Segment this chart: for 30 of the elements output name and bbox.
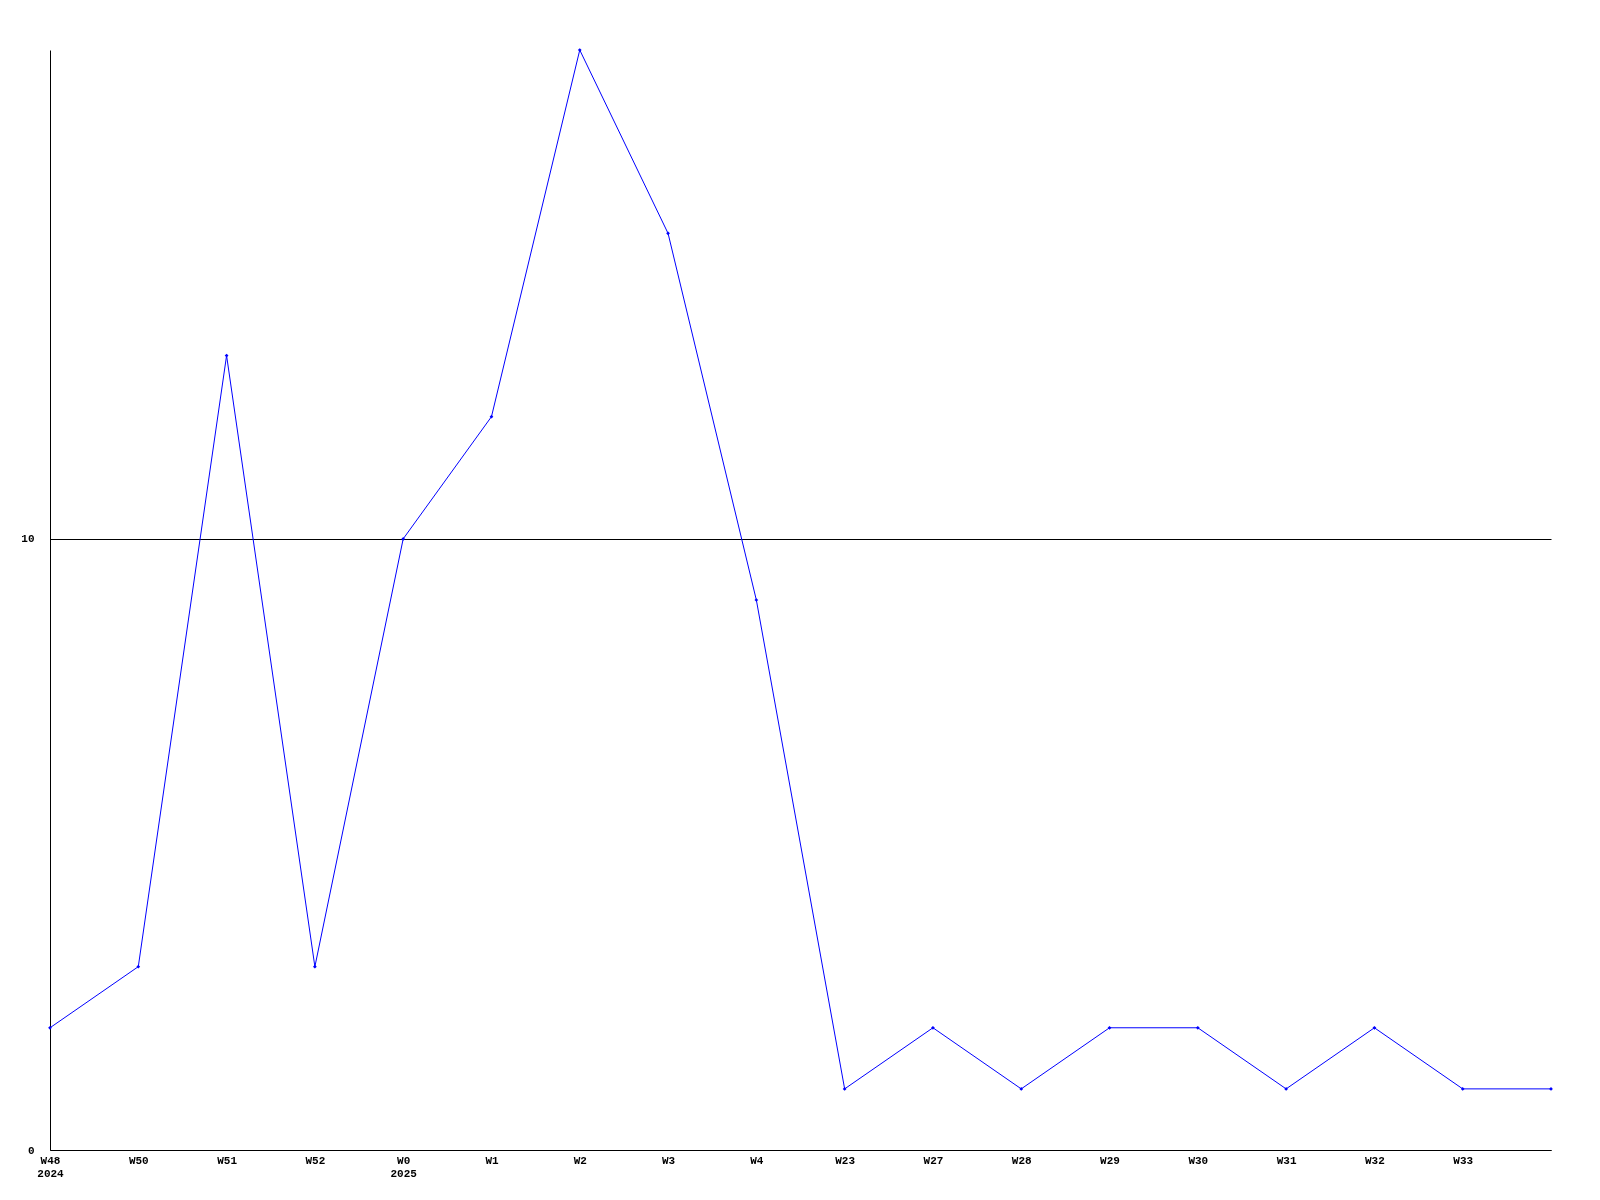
y-tick-label: 0 [27, 1144, 35, 1157]
x-tick-label: W27 [923, 1154, 944, 1167]
point [666, 231, 670, 236]
point [1107, 1025, 1112, 1030]
x-tick-label: W4 [750, 1154, 764, 1167]
x-tick-label: W32 [1365, 1154, 1385, 1167]
x-tick-label: W50 [128, 1154, 149, 1167]
x-tick-label: W30 [1188, 1154, 1209, 1167]
x-tick-label: W1 [485, 1154, 499, 1167]
point [1372, 1025, 1377, 1030]
point [842, 1087, 847, 1091]
x-tick-label: W0 2025 [390, 1154, 418, 1180]
y-tick-label: 10 [21, 533, 35, 546]
x-tick-label: W23 [835, 1154, 856, 1167]
x-tick-label: W29 [1100, 1154, 1120, 1167]
x-tick-label: W31 [1276, 1154, 1297, 1167]
x-tick-label: W52 [305, 1154, 326, 1167]
x-tick-label: W3 [661, 1154, 676, 1167]
point [931, 1025, 935, 1030]
point [1460, 1087, 1465, 1091]
x-tick-label: W2 [573, 1154, 587, 1167]
point [754, 598, 759, 602]
x-tick-label: W28 [1011, 1154, 1033, 1167]
point [48, 1025, 52, 1030]
line-series [48, 48, 1553, 1091]
x-tick-label: W51 [217, 1154, 238, 1167]
point [577, 48, 582, 52]
x-tick-label: W48 2024 [37, 1154, 65, 1180]
point [313, 964, 317, 969]
x-tick-label: W33 [1453, 1154, 1474, 1167]
